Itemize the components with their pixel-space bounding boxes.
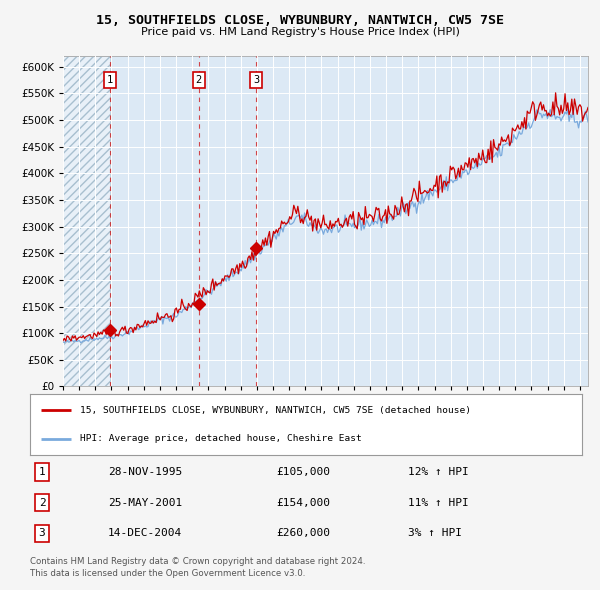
Text: 3: 3	[38, 529, 46, 538]
Text: 15, SOUTHFIELDS CLOSE, WYBUNBURY, NANTWICH, CW5 7SE (detached house): 15, SOUTHFIELDS CLOSE, WYBUNBURY, NANTWI…	[80, 406, 470, 415]
Text: 25-MAY-2001: 25-MAY-2001	[108, 498, 182, 507]
Bar	[63, 56, 110, 386]
Text: 12% ↑ HPI: 12% ↑ HPI	[408, 467, 469, 477]
Text: 2: 2	[38, 498, 46, 507]
Text: £154,000: £154,000	[276, 498, 330, 507]
Text: 1: 1	[107, 75, 113, 85]
Text: HPI: Average price, detached house, Cheshire East: HPI: Average price, detached house, Ches…	[80, 434, 361, 443]
Text: 28-NOV-1995: 28-NOV-1995	[108, 467, 182, 477]
Text: This data is licensed under the Open Government Licence v3.0.: This data is licensed under the Open Gov…	[30, 569, 305, 578]
Text: 3: 3	[253, 75, 259, 85]
Text: 15, SOUTHFIELDS CLOSE, WYBUNBURY, NANTWICH, CW5 7SE: 15, SOUTHFIELDS CLOSE, WYBUNBURY, NANTWI…	[96, 14, 504, 27]
Text: 1: 1	[38, 467, 46, 477]
Text: 11% ↑ HPI: 11% ↑ HPI	[408, 498, 469, 507]
Text: Price paid vs. HM Land Registry's House Price Index (HPI): Price paid vs. HM Land Registry's House …	[140, 28, 460, 37]
Text: 2: 2	[196, 75, 202, 85]
Text: Contains HM Land Registry data © Crown copyright and database right 2024.: Contains HM Land Registry data © Crown c…	[30, 557, 365, 566]
Text: £260,000: £260,000	[276, 529, 330, 538]
Text: £105,000: £105,000	[276, 467, 330, 477]
Bar	[63, 56, 110, 386]
Text: 14-DEC-2004: 14-DEC-2004	[108, 529, 182, 538]
Text: 3% ↑ HPI: 3% ↑ HPI	[408, 529, 462, 538]
